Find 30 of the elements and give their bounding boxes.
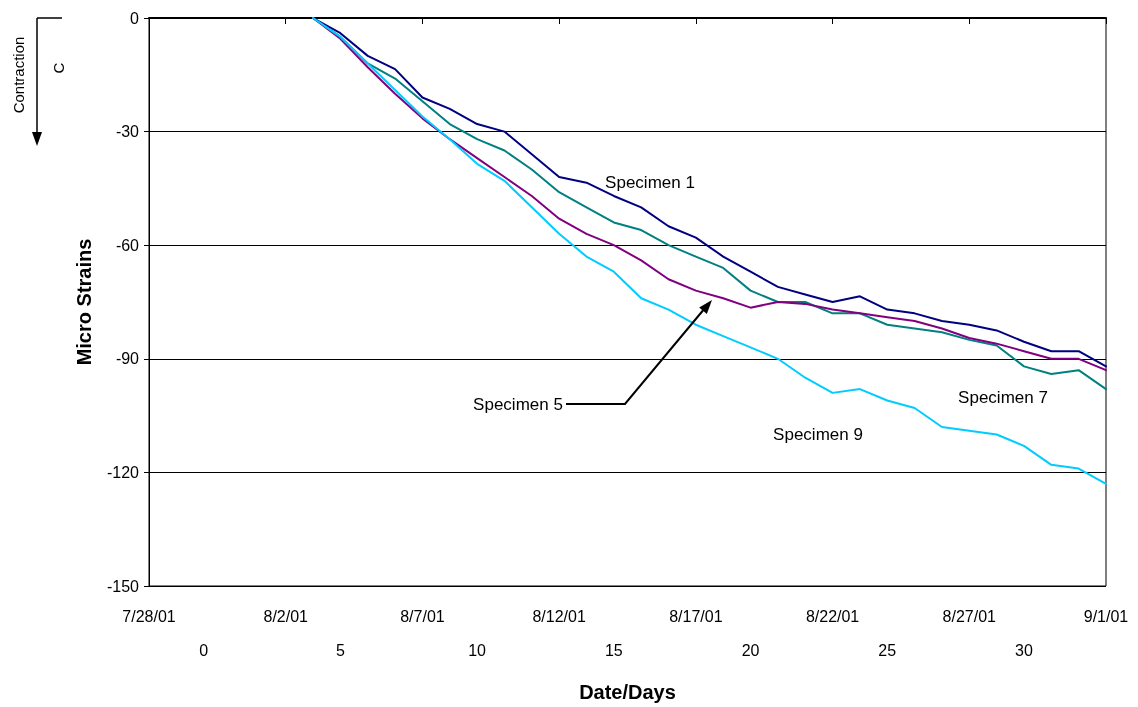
x-tick-label: 8/17/01 [669,607,723,625]
line-series [312,17,1107,485]
x-tick-label: 8/27/01 [942,607,997,625]
y-tick-label: -120 [106,463,140,481]
x-tick-label: 8/7/01 [400,607,445,625]
x2-tick-label: 10 [468,641,487,659]
y-axis-title: Micro Strains [73,238,95,366]
series-label: Specimen 7 [958,387,1048,407]
x-tick-label: 8/12/01 [532,607,586,625]
x-tick-label: 7/28/01 [122,607,176,625]
series-label: Specimen 9 [773,424,863,444]
x-axis-title: Date/Days [579,681,676,703]
x2-tick-label: 30 [1015,641,1033,659]
y-tick-label: -150 [106,577,140,595]
x-tick-label: 8/22/01 [805,607,860,625]
y-tick-label: -30 [115,123,140,141]
x2-tick-label: 0 [199,641,209,659]
x-tick-label: 8/2/01 [263,607,309,625]
y-tick-label: 0 [130,9,140,27]
x2-tick-label: 25 [878,641,897,659]
text: C [49,62,67,74]
x-tick-label: 9/1/01 [1083,607,1129,625]
x2-tick-label: 5 [335,641,345,659]
x2-tick-label: 20 [741,641,760,659]
series-label: Specimen 1 [605,172,695,192]
y-tick-label: -90 [115,350,140,368]
x2-tick-label: 15 [604,641,623,659]
text: Contraction [9,36,27,114]
y-tick-label: -60 [115,236,140,254]
text: Specimen 5 [473,394,563,414]
